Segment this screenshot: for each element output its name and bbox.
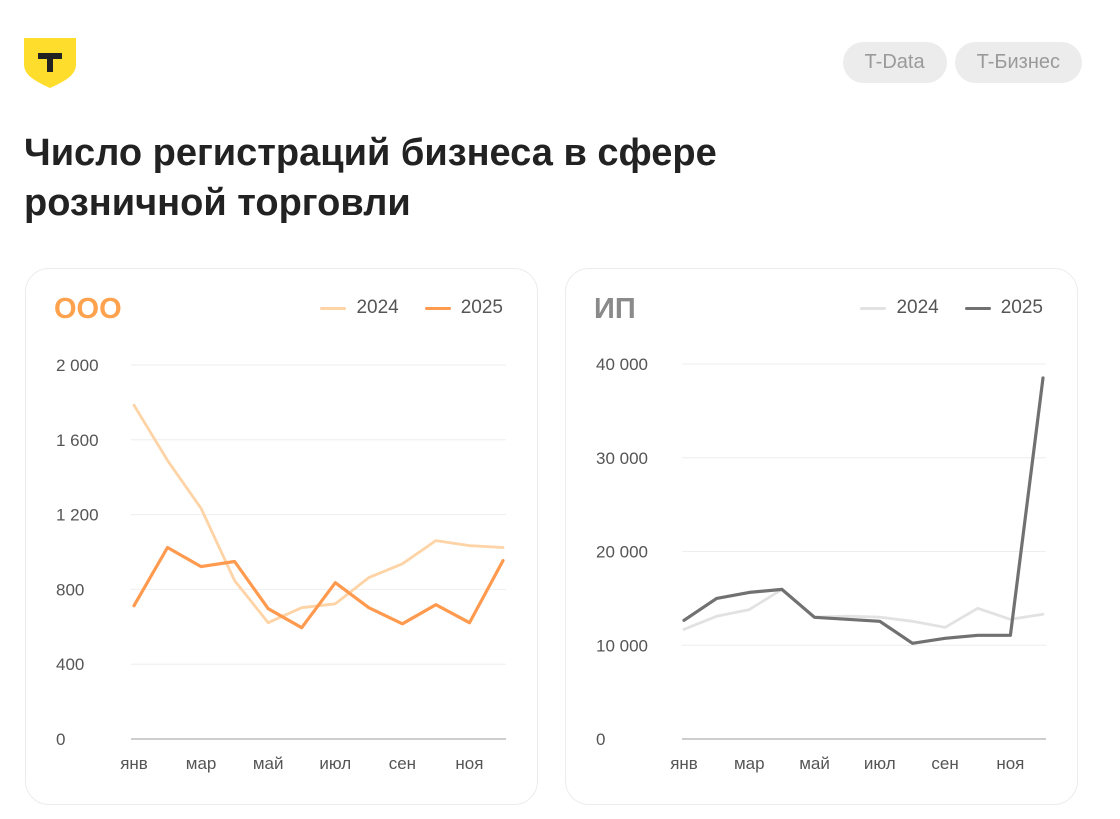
legend-swatch [964, 306, 991, 310]
x-tick-label: янв [670, 754, 698, 773]
series-line-2025 [682, 376, 1045, 645]
y-tick-label: 30 000 [596, 449, 648, 468]
pill-t-business[interactable]: T-Бизнес [954, 42, 1082, 83]
legend-label: 2024 [356, 297, 399, 318]
series-line-2024 [132, 403, 505, 625]
chart-ip-svg: 0 10 000 20 000 30 000 40 000 янв мар май июл сен… [596, 355, 1046, 773]
x-tick-label: ноя [996, 754, 1024, 773]
x-tick-label: мар [186, 754, 217, 773]
x-tick-label: май [253, 754, 284, 773]
legend-label: 2025 [1000, 297, 1043, 318]
chart-ooo-svg: 0 400 800 1 200 1 600 2 000 янв мар май июл сен ноя [56, 356, 506, 773]
x-tick-label: сен [389, 754, 416, 773]
y-tick-label: 10 000 [596, 636, 648, 655]
series-line-2024 [682, 587, 1045, 631]
y-tick-label: 0 [56, 730, 65, 749]
chart-title: ООО [54, 293, 122, 325]
y-tick-label: 1 200 [56, 506, 99, 525]
page-title: Число регистраций бизнеса в сфере рознич… [24, 132, 717, 224]
y-tick-label: 1 600 [56, 431, 99, 450]
y-tick-label: 400 [56, 655, 84, 674]
t-logo [24, 38, 76, 88]
chart-card-ip: 0 10 000 20 000 30 000 40 000 янв мар май июл сен… [565, 268, 1078, 805]
y-tick-label: 40 000 [596, 355, 648, 374]
legend: 2024 2025 [320, 297, 503, 319]
chart-title: ИП [594, 293, 636, 325]
x-tick-label: сен [931, 754, 958, 773]
legend-label: 2025 [460, 297, 503, 318]
y-tick-label: 0 [596, 730, 605, 749]
series-line-2025 [132, 545, 505, 630]
header-pills: T-Data T-Бизнес [842, 42, 1082, 83]
x-tick-label: янв [120, 754, 148, 773]
x-tick-label: июл [319, 754, 351, 773]
y-tick-label: 800 [56, 580, 84, 599]
legend-swatch [320, 306, 347, 310]
legend-item-2025: 2025 [964, 297, 1043, 319]
legend-swatch [860, 306, 887, 310]
legend-swatch [424, 306, 451, 310]
x-tick-label: май [799, 754, 830, 773]
legend-item-2024: 2024 [860, 297, 939, 319]
x-tick-label: июл [864, 754, 896, 773]
legend-item-2025: 2025 [424, 297, 503, 319]
y-tick-label: 2 000 [56, 356, 99, 375]
x-tick-label: мар [734, 754, 765, 773]
legend: 2024 2025 [860, 297, 1043, 319]
pill-t-data[interactable]: T-Data [842, 42, 947, 83]
legend-label: 2024 [896, 297, 939, 318]
y-tick-label: 20 000 [596, 543, 648, 562]
legend-item-2024: 2024 [320, 297, 399, 319]
chart-card-ooo: 0 400 800 1 200 1 600 2 000 янв мар май июл сен ноя… [25, 268, 538, 805]
x-tick-label: ноя [455, 754, 483, 773]
